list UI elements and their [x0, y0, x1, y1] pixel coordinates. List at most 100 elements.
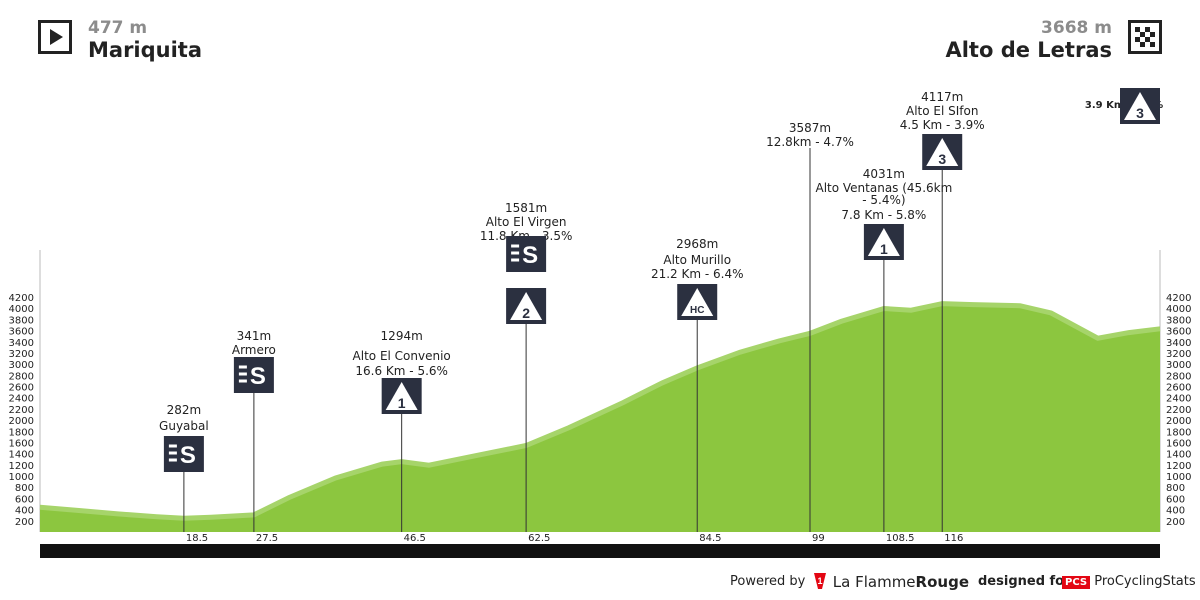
svg-text:1: 1 [880, 241, 888, 257]
start-name: Mariquita [88, 38, 203, 62]
y-tick-left-1600: 1600 [9, 438, 34, 449]
climb-108-5-stats: 7.8 Km - 5.8% [841, 208, 926, 222]
y-tick-left-1400: 1400 [9, 450, 34, 461]
svg-text:1: 1 [817, 576, 822, 586]
climb-116-elevation: 4117m [921, 90, 963, 104]
pcs-logo: PCS ProCyclingStats [1062, 574, 1196, 589]
climb-84-5-elevation: 2968m [676, 237, 718, 251]
y-tick-right-200: 200 [1166, 517, 1185, 528]
climb-27-5-elevation: 341m [237, 329, 272, 343]
x-tick-84.5: 84.5 [699, 533, 721, 544]
svg-text:2: 2 [522, 305, 530, 321]
y-tick-right-2600: 2600 [1166, 383, 1191, 394]
x-tick-116: 116 [944, 533, 963, 544]
y-tick-left-4000: 4000 [9, 304, 34, 315]
svg-text:S: S [180, 442, 196, 469]
y-tick-left-2200: 2200 [9, 405, 34, 416]
svg-text:3: 3 [938, 151, 946, 167]
y-tick-left-3600: 3600 [9, 327, 34, 338]
x-tick-18.5: 18.5 [186, 533, 208, 544]
y-tick-right-3200: 3200 [1166, 349, 1191, 360]
climb-62-5-elevation: 1581m [505, 201, 547, 215]
climb-46-5-name: Alto El Convenio [353, 349, 451, 363]
brand-text-b: Rouge [915, 573, 969, 591]
climb-62-5-name: Alto El Virgen [486, 215, 567, 229]
y-tick-left-3800: 3800 [9, 315, 34, 326]
climb-108-5-elevation: 4031m [863, 167, 905, 181]
climb-108-5-name2: - 5.4%) [862, 193, 905, 207]
y-tick-left-2800: 2800 [9, 371, 34, 382]
finish-name: Alto de Letras [945, 38, 1112, 62]
x-tick-62.5: 62.5 [528, 533, 550, 544]
climb-84-5-stats: 21.2 Km - 6.4% [651, 267, 744, 281]
climb-84-5-name: Alto Murillo [663, 253, 731, 267]
y-tick-right-1600: 1600 [1166, 438, 1191, 449]
x-tick-27.5: 27.5 [256, 533, 278, 544]
y-tick-right-4200: 4200 [1166, 293, 1191, 304]
x-tick-99: 99 [812, 533, 825, 544]
climb-46-5-stats: 16.6 Km - 5.6% [355, 364, 448, 378]
laflammerouge-logo: 1 La FlammeRouge [812, 572, 969, 591]
start-elevation: 477 m [88, 18, 148, 38]
y-tick-left-2000: 2000 [9, 416, 34, 427]
climb-116-badge-cat-3-icon: 3 [922, 134, 963, 170]
pcs-name: ProCyclingStats [1094, 574, 1196, 589]
climb-46-5-elevation: 1294m [381, 329, 423, 343]
svg-text:1: 1 [398, 395, 406, 411]
y-tick-left-200: 200 [15, 517, 34, 528]
x-tick-0: 0 [44, 533, 51, 544]
y-tick-right-3400: 3400 [1166, 338, 1191, 349]
y-tick-left-3000: 3000 [9, 360, 34, 371]
y-tick-right-1200: 1200 [1166, 461, 1191, 472]
y-tick-left-1200: 1200 [9, 461, 34, 472]
x-tick-46.5: 46.5 [404, 533, 426, 544]
climb-18-5-badge-sprint-icon: S [163, 436, 204, 472]
svg-text:HC: HC [690, 305, 704, 316]
climb-99-stats: 12.8km - 4.7% [766, 135, 854, 149]
y-tick-left-2600: 2600 [9, 383, 34, 394]
y-tick-right-3600: 3600 [1166, 327, 1191, 338]
climb-27-5-badge-sprint-icon: S [233, 357, 274, 393]
distance-bar [40, 544, 1160, 558]
y-tick-right-4000: 4000 [1166, 304, 1191, 315]
climb-27-5-name: Armero [232, 343, 276, 357]
climb-108-5-badge-cat-1-icon: 1 [863, 224, 904, 260]
y-tick-left-3400: 3400 [9, 338, 34, 349]
climb-18-5-name: Guyabal [159, 419, 209, 433]
y-tick-right-2800: 2800 [1166, 371, 1191, 382]
y-tick-right-600: 600 [1166, 494, 1185, 505]
y-tick-left-3200: 3200 [9, 349, 34, 360]
climb-144-badge-cat-3-icon: 3 [1120, 88, 1160, 124]
x-tick-144: 144 [1133, 531, 1156, 544]
finish-elevation: 3668 m [1041, 18, 1112, 38]
svg-text:3: 3 [1136, 105, 1144, 121]
y-tick-right-1000: 1000 [1166, 472, 1191, 483]
y-tick-left-4200: 4200 [9, 293, 34, 304]
y-tick-left-800: 800 [15, 483, 34, 494]
y-tick-right-3000: 3000 [1166, 360, 1191, 371]
climb-62-5-badge-sprint-icon: S [506, 236, 547, 272]
climb-116-name: Alto El SIfon [906, 104, 978, 118]
y-tick-right-800: 800 [1166, 483, 1185, 494]
y-tick-left-1800: 1800 [9, 427, 34, 438]
y-tick-right-2200: 2200 [1166, 405, 1191, 416]
y-tick-right-1400: 1400 [1166, 450, 1191, 461]
brand-text-a: La Flamme [832, 573, 916, 591]
climb-84-5-badge-hc-icon: HC [677, 284, 718, 320]
pcs-badge: PCS [1062, 576, 1091, 589]
designed-for-label: designed for [978, 574, 1071, 589]
flame-icon: 1 [814, 573, 826, 589]
profile-area [40, 301, 1160, 532]
y-tick-left-2400: 2400 [9, 394, 34, 405]
y-tick-left-400: 400 [15, 506, 34, 517]
climb-18-5-elevation: 282m [167, 403, 202, 417]
km-label-band [40, 532, 1160, 544]
y-tick-right-3800: 3800 [1166, 315, 1191, 326]
climb-99-elevation: 3587m [789, 121, 831, 135]
powered-by-label: Powered by [730, 574, 806, 589]
start-flag-icon [38, 20, 72, 54]
finish-flag-icon [1128, 20, 1162, 54]
x-tick-108.5: 108.5 [886, 533, 915, 544]
y-tick-left-1000: 1000 [9, 472, 34, 483]
